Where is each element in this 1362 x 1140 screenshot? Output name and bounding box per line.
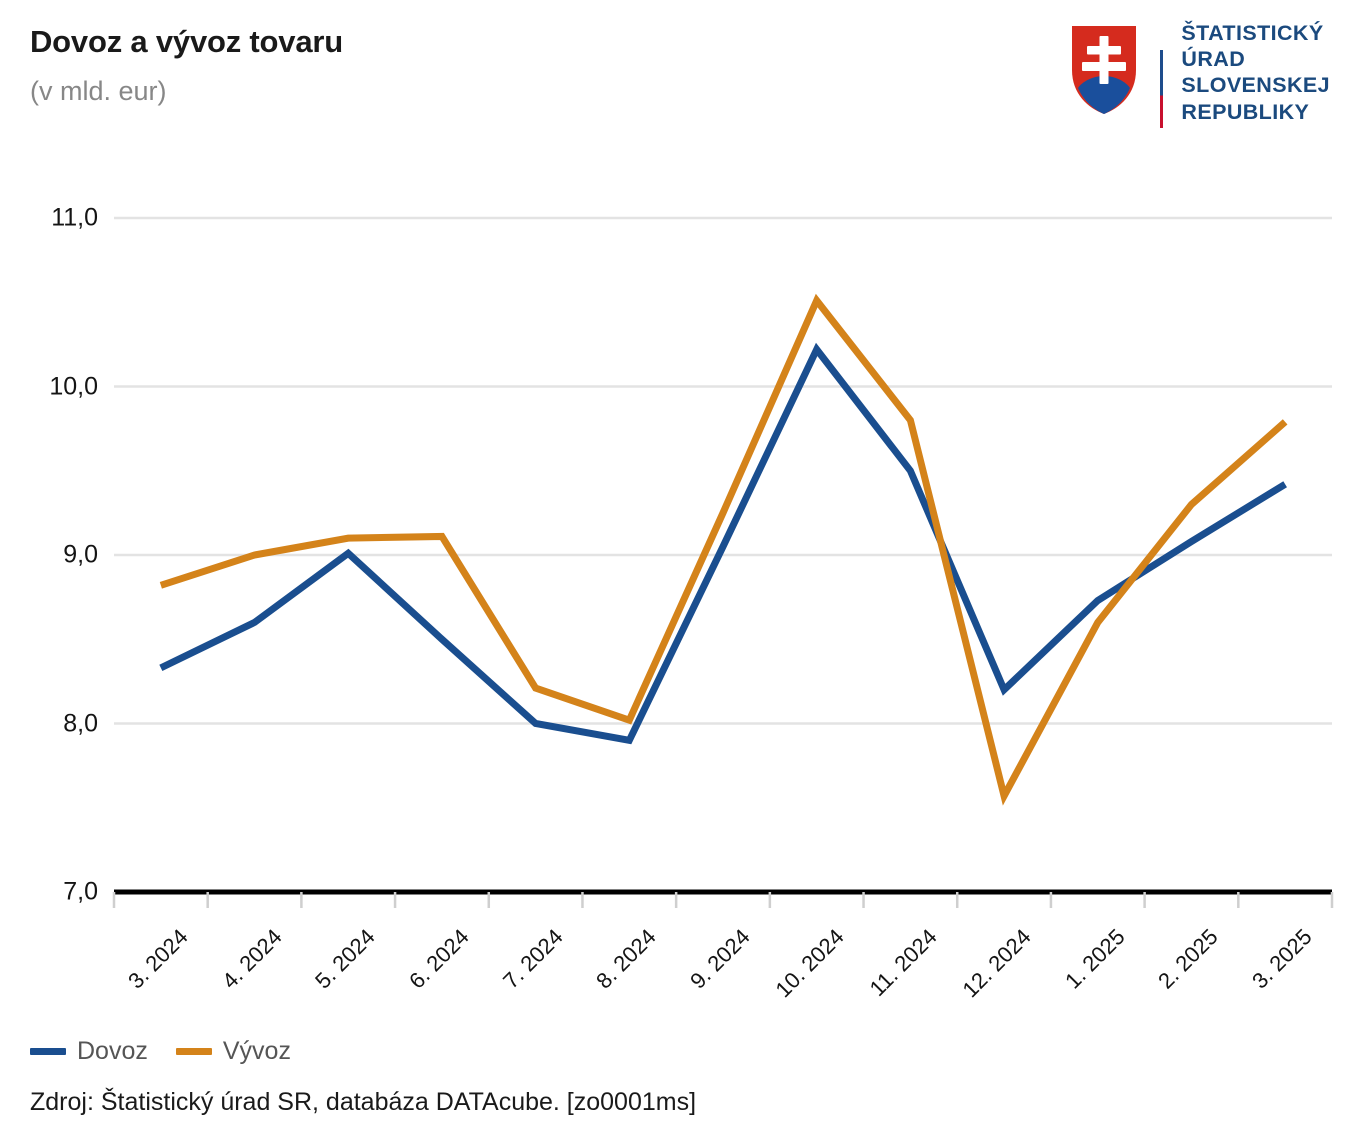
source-note: Zdroj: Štatistický úrad SR, databáza DAT… — [30, 1088, 697, 1116]
x-axis-tick-label: 6. 2024 — [404, 924, 474, 994]
x-axis-tick-label: 2. 2025 — [1153, 924, 1224, 994]
x-axis-tick-label: 4. 2024 — [216, 924, 287, 994]
chart-legend: Dovoz Vývoz — [30, 1036, 291, 1066]
x-axis-tick-label: 3. 2025 — [1247, 924, 1317, 994]
series-line-vývoz — [159, 293, 1288, 806]
x-axis-tick-label: 9. 2024 — [685, 924, 755, 994]
logo-text: ŠTATISTICKÝ ÚRAD SLOVENSKEJ REPUBLIKY — [1181, 20, 1330, 125]
y-axis-tick-label: 8,0 — [63, 709, 98, 737]
page-title: Dovoz a vývoz tovaru — [30, 24, 343, 59]
logo-divider — [1160, 20, 1164, 128]
y-axis-tick-label: 9,0 — [63, 540, 98, 569]
y-axis-tick-label: 7,0 — [63, 877, 98, 906]
logo-line-4: REPUBLIKY — [1181, 99, 1310, 124]
line-chart-svg — [112, 216, 1334, 908]
x-axis-tick-label: 11. 2024 — [864, 924, 943, 1002]
organization-logo: ŠTATISTICKÝ ÚRAD SLOVENSKEJ REPUBLIKY — [1068, 20, 1330, 130]
logo-line-1: ŠTATISTICKÝ — [1181, 21, 1324, 45]
x-axis-tick-label: 8. 2024 — [591, 924, 661, 994]
legend-label: Vývoz — [222, 1036, 291, 1065]
x-axis-tick-label: 1. 2025 — [1059, 924, 1130, 994]
x-axis-tick-label: 3. 2024 — [122, 924, 193, 994]
chart-plot-area: 7,0 8,0 9,0 10,0 11,0 — [0, 150, 1362, 940]
slovak-coat-of-arms-icon — [1072, 26, 1137, 114]
y-axis-tick-label: 10,0 — [49, 372, 98, 400]
legend-item[interactable]: Vývoz — [175, 1036, 291, 1066]
logo-line-2: ÚRAD — [1181, 47, 1246, 72]
chart-header: Dovoz a vývoz tovaru (v mld. eur) ŠTATIS… — [0, 0, 1362, 150]
y-axis-tick-label: 11,0 — [51, 203, 98, 232]
logo-line-3: SLOVENSKEJ — [1181, 73, 1330, 98]
x-axis-tick-label: 5. 2024 — [310, 924, 380, 994]
x-axis-tick-label: 10. 2024 — [770, 924, 849, 1003]
page-subtitle: (v mld. eur) — [30, 76, 167, 106]
x-axis-tick-label: 7. 2024 — [497, 924, 568, 994]
legend-label: Dovoz — [77, 1036, 148, 1065]
legend-item[interactable]: Dovoz — [30, 1037, 148, 1066]
legend-color-swatch — [175, 1047, 212, 1055]
legend-color-swatch — [30, 1047, 66, 1055]
x-axis-tick-label: 12. 2024 — [957, 924, 1036, 1003]
series-line-dovoz — [159, 342, 1287, 745]
y-axis-tick-labels: 7,0 8,0 9,0 10,0 11,0 — [0, 150, 98, 940]
